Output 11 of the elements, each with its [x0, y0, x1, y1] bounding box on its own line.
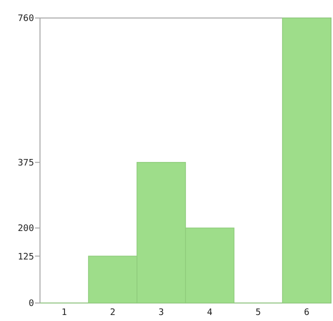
- x-tick-label: 1: [62, 308, 67, 318]
- x-tick-label: 5: [256, 308, 261, 318]
- x-tick-label: 3: [158, 308, 164, 318]
- x-tick-label: 4: [207, 308, 212, 318]
- y-tick-label: 760: [18, 14, 34, 24]
- y-tick-label: 0: [28, 299, 34, 310]
- y-tick-label: 375: [18, 158, 34, 169]
- x-tick-label: 2: [110, 308, 116, 318]
- x-tick-label: 6: [304, 308, 310, 318]
- y-tick-label: 200: [18, 224, 34, 234]
- y-tick-label: 125: [18, 252, 34, 262]
